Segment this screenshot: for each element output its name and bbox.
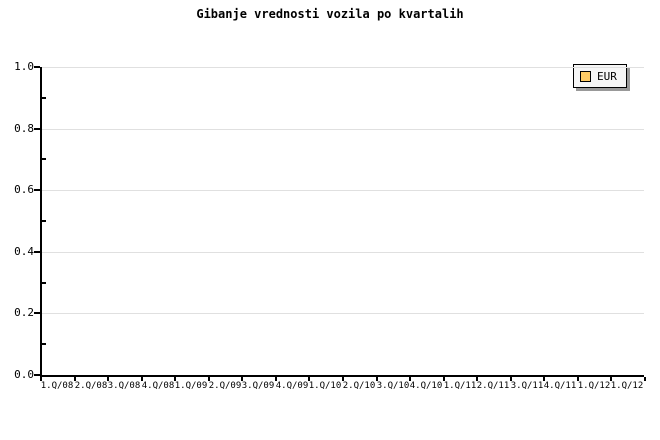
y-axis-label: 0.0 (14, 368, 34, 381)
x-axis-tick (342, 377, 344, 381)
x-axis-label: 2.Q/09 (208, 381, 242, 391)
gridline (42, 129, 644, 130)
y-axis-label: 0.2 (14, 306, 34, 319)
gridline (42, 313, 644, 314)
x-axis-tick (610, 377, 612, 381)
x-axis-tick (543, 377, 545, 381)
x-axis-tick (644, 377, 646, 381)
x-axis-label: 1.Q/12 (610, 381, 644, 391)
x-axis-tick (275, 377, 277, 381)
x-axis-tick (208, 377, 210, 381)
y-axis-major-tick (34, 312, 40, 314)
x-axis-tick (174, 377, 176, 381)
x-axis-label: 3.Q/11 (510, 381, 544, 391)
x-axis-tick (577, 377, 579, 381)
gridline (42, 67, 644, 68)
x-axis-tick (107, 377, 109, 381)
y-axis-minor-tick (42, 220, 46, 222)
x-axis-label: 4.Q/09 (275, 381, 309, 391)
x-axis-label: 4.Q/08 (141, 381, 175, 391)
x-axis-label: 1.Q/10 (308, 381, 342, 391)
x-axis-label: 2.Q/08 (74, 381, 108, 391)
gridline (42, 190, 644, 191)
y-axis-major-tick (34, 374, 40, 376)
y-axis-major-tick (34, 66, 40, 68)
x-axis-label: 4.Q/10 (409, 381, 443, 391)
x-axis-label: 3.Q/10 (376, 381, 410, 391)
y-axis-major-tick (34, 128, 40, 130)
y-axis-minor-tick (42, 97, 46, 99)
y-axis-minor-tick (42, 282, 46, 284)
y-axis-major-tick (34, 251, 40, 253)
legend-swatch-icon (580, 70, 591, 82)
x-axis-tick (308, 377, 310, 381)
x-axis-tick (476, 377, 478, 381)
x-axis-tick (443, 377, 445, 381)
x-axis-tick (510, 377, 512, 381)
x-axis-label: 3.Q/09 (241, 381, 275, 391)
y-axis-label: 0.6 (14, 183, 34, 196)
x-axis-label: 3.Q/08 (107, 381, 141, 391)
x-axis-tick (376, 377, 378, 381)
y-axis-label: 0.4 (14, 245, 34, 258)
y-axis-minor-tick (42, 158, 46, 160)
x-axis-tick (241, 377, 243, 381)
legend-series-label: EUR (597, 69, 617, 83)
legend-box: EUR (573, 64, 627, 88)
gridline (42, 252, 644, 253)
y-axis-label: 0.8 (14, 122, 34, 135)
x-axis-label: 1.Q/11 (443, 381, 477, 391)
x-axis-tick (74, 377, 76, 381)
x-axis-tick (40, 377, 42, 381)
plot-area (40, 67, 644, 377)
x-axis-label: 1.Q/12 (577, 381, 611, 391)
x-axis-label: 4.Q/11 (543, 381, 577, 391)
x-axis-label: 1.Q/08 (40, 381, 74, 391)
x-axis-label: 2.Q/10 (342, 381, 376, 391)
x-axis-label: 1.Q/09 (174, 381, 208, 391)
y-axis-label: 1.0 (14, 60, 34, 73)
y-axis-major-tick (34, 189, 40, 191)
x-axis-label: 2.Q/11 (476, 381, 510, 391)
x-axis-tick (409, 377, 411, 381)
chart-title: Gibanje vrednosti vozila po kvartalih (196, 7, 464, 21)
y-axis-minor-tick (42, 343, 46, 345)
x-axis-tick (141, 377, 143, 381)
